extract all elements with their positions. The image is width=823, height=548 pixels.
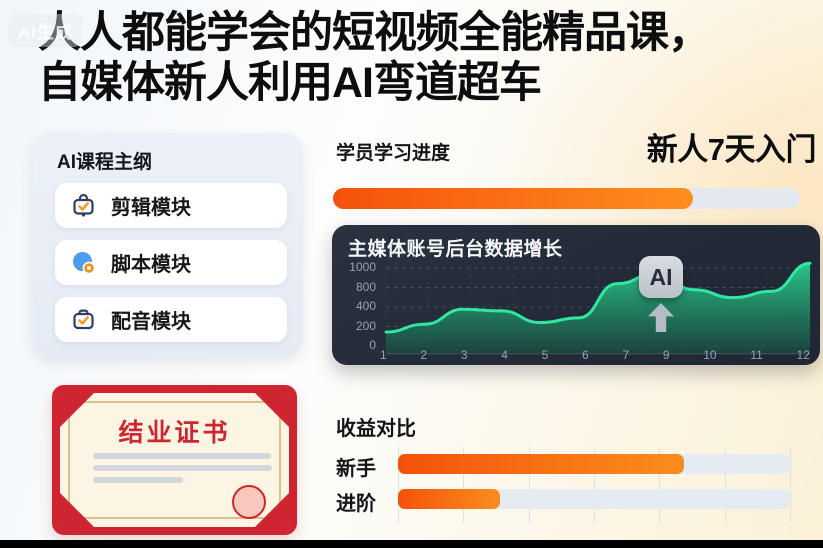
- certificate-placeholder-line: [93, 453, 271, 459]
- headline-line2: 自媒体新人利用AI弯道超车: [38, 59, 542, 108]
- chart-title: 主媒体账号后台数据增长: [348, 239, 563, 260]
- certificate-placeholder-line: [93, 465, 272, 471]
- sidebar-item-editing-module[interactable]: 剪辑模块: [55, 183, 287, 228]
- earnings-bar-track: [398, 489, 790, 509]
- certificate-placeholder-line: [93, 477, 183, 483]
- briefcase-check-icon: [70, 192, 97, 219]
- sidebar-item-script-module[interactable]: 脚本模块: [55, 240, 287, 285]
- headline-line1: 人人都能学会的短视频全能精品课，: [38, 9, 711, 57]
- sidebar-item-label: 脚本模块: [111, 254, 191, 276]
- earnings-title: 收益对比: [336, 418, 416, 440]
- course-outline-title: AI课程主纲: [57, 152, 153, 173]
- certificate-decorative-border: [68, 401, 281, 519]
- earnings-fill: [398, 489, 500, 509]
- seal-icon: [232, 485, 266, 519]
- certificate-title: 结业证书: [118, 419, 231, 447]
- page-title: 人人都能学会的短视频全能精品课， 自媒体新人利用AI弯道超车: [38, 8, 808, 109]
- bottom-black-bar: [0, 540, 823, 548]
- ai-badge: AI: [639, 256, 683, 298]
- earnings-bar-track: [398, 454, 790, 474]
- newbie-7day-headline: 新人7天入门: [646, 132, 817, 167]
- certificate-card: 结业证书: [52, 385, 297, 535]
- sidebar-item-label: 配音模块: [111, 311, 191, 333]
- progress-label: 学员学习进度: [336, 143, 451, 164]
- corner-ribbon-icon: [60, 393, 94, 427]
- sidebar-item-label: 剪辑模块: [111, 197, 191, 219]
- corner-ribbon-icon: [255, 393, 289, 427]
- earnings-row-label: 进阶: [336, 493, 376, 515]
- corner-ribbon-icon: [60, 493, 94, 527]
- course-outline-card: AI课程主纲 剪辑模块 脚本模块: [33, 133, 303, 357]
- globe-pin-icon: [70, 249, 97, 276]
- progress-bar-track: [333, 188, 800, 209]
- progress-bar-fill: [333, 188, 693, 209]
- growth-chart-plot: [384, 261, 812, 355]
- sidebar-item-voiceover-module[interactable]: 配音模块: [55, 297, 287, 342]
- toolbox-check-icon: [70, 306, 97, 333]
- growth-chart-card: 主媒体账号后台数据增长 1000 800 400 200 0 1 2 3 4 5 6 7 9 10 11 1…: [332, 225, 820, 365]
- chart-y-axis-labels: 1000 800 400 200 0: [349, 260, 376, 352]
- earnings-row-label: 新手: [336, 458, 376, 480]
- certificate-inner: 结业证书: [60, 393, 289, 527]
- chart-x-axis-labels: 1 2 3 4 5 6 7 9 10 11 12: [380, 348, 810, 362]
- ai-generated-watermark: AI生成: [8, 14, 83, 47]
- earnings-fill: [398, 454, 685, 474]
